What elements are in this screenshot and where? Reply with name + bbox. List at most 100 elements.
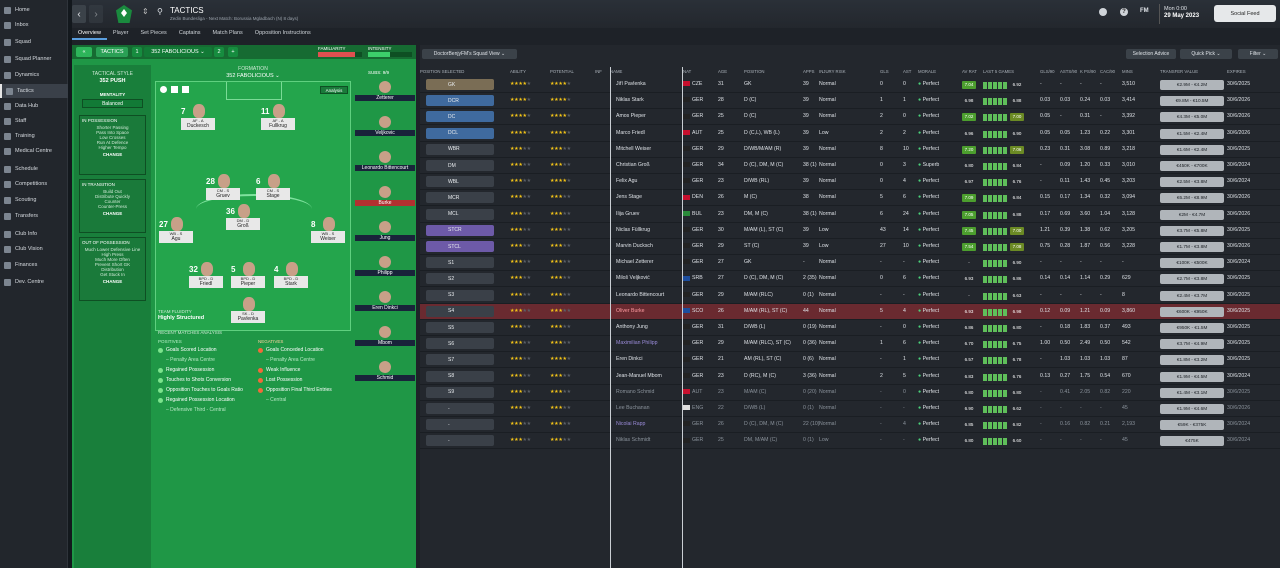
table-row[interactable]: S1 ★★★★★ ★★★★★ Michael Zetterer GER 27 GK - Norm… <box>420 255 1280 272</box>
club-crest-icon[interactable] <box>116 5 132 23</box>
player-card[interactable]: 5 BPD - D Pieper <box>231 262 265 292</box>
table-row[interactable]: - ★★★★★ ★★★★★ Niklas Schmidt GER 25 DM, M/AM (… <box>420 433 1280 450</box>
player-name[interactable]: Mitchell Weiser <box>616 145 652 152</box>
player-name[interactable]: Marvin Ducksch <box>616 243 653 249</box>
table-row[interactable]: GK ★★★★★ ★★★★★ Jiří Pavlenka CZE 31 GK 39 Normal… <box>420 77 1280 93</box>
analysis-button[interactable]: Analysis <box>320 86 348 94</box>
table-row[interactable]: MCR ★★★★★ ★★★★★ Jens Stage DEN 26 M (C) 38 Norma… <box>420 190 1280 207</box>
table-row[interactable]: DC ★★★★★ ★★★★★ Amos Pieper GER 25 D (C) 39 Norma… <box>420 109 1280 126</box>
position-select[interactable]: S3 <box>426 289 494 301</box>
table-row[interactable]: MCL ★★★★★ ★★★★★ Ilija Gruev BUL 23 DM, M (C) 38… <box>420 207 1280 223</box>
table-row[interactable]: WBR ★★★★★ ★★★★★ Mitchell Weiser GER 29 D/WB/M/… <box>420 142 1280 158</box>
column-header[interactable]: EXPIRES <box>1227 69 1246 74</box>
position-select[interactable]: WBL <box>426 176 494 188</box>
social-feed-button[interactable]: Social Feed <box>1214 5 1276 22</box>
table-row[interactable]: S6 ★★★★★ ★★★★★ Maximilian Philipp GER 29 M/AM … <box>420 336 1280 353</box>
tab-captains[interactable]: Captains <box>178 30 201 36</box>
sidebar-item-competitions[interactable]: Competitions <box>0 177 68 191</box>
sidebar-item-dev-centre[interactable]: Dev. Centre <box>0 275 68 289</box>
fm-logo[interactable]: FM <box>1140 8 1149 14</box>
back-button[interactable]: ‹ <box>72 5 86 23</box>
sub-player[interactable]: Schmid <box>355 361 415 394</box>
info-icon[interactable] <box>160 86 167 93</box>
player-name[interactable]: Eren Dinkci <box>616 356 643 363</box>
player-name[interactable]: Jiří Pavlenka <box>616 81 646 87</box>
sidebar-item-transfers[interactable]: Transfers <box>0 209 68 223</box>
player-card[interactable]: 27 WB - S Agu <box>159 217 193 247</box>
filter-button[interactable]: Filter ⌄ <box>1238 49 1278 59</box>
player-name[interactable]: Niklas Stark <box>616 97 644 104</box>
player-card[interactable]: 32 BPD - D Friedl <box>189 262 223 292</box>
sub-player[interactable]: Leonardo Bittencourt <box>355 151 415 184</box>
sub-player[interactable]: Zetterer <box>355 81 415 114</box>
sub-player[interactable]: Jung <box>355 221 415 254</box>
table-row[interactable]: S2 ★★★★★ ★★★★★ Miloš Veljković SRB 27 D (C), D… <box>420 271 1280 288</box>
quick-pick-button[interactable]: Quick Pick ⌄ <box>1180 49 1232 59</box>
slot2-button[interactable]: 2 <box>214 47 224 57</box>
player-name[interactable]: Ilija Gruev <box>616 210 640 217</box>
column-header[interactable]: GLS <box>880 69 889 74</box>
position-select[interactable]: - <box>426 435 494 447</box>
position-select[interactable]: S2 <box>426 273 494 285</box>
collapse-button[interactable]: « <box>76 47 92 57</box>
slot1-button[interactable]: 1 <box>132 47 142 57</box>
position-select[interactable]: DCL <box>426 127 494 139</box>
position-select[interactable]: DM <box>426 160 494 171</box>
player-name[interactable]: Marco Friedl <box>616 129 645 136</box>
player-name[interactable]: Leonardo Bittencourt <box>616 291 665 298</box>
sidebar-item-squad[interactable]: Squad <box>0 35 68 49</box>
column-header[interactable]: LAST 5 GAMES <box>983 69 1014 74</box>
column-header[interactable]: POTENTIAL <box>550 69 574 74</box>
column-header[interactable]: POSITION <box>744 69 765 74</box>
player-name[interactable]: Felix Agu <box>616 178 638 185</box>
tab-overview[interactable]: Overview <box>72 28 107 40</box>
table-row[interactable]: S5 ★★★★★ ★★★★★ Anthony Jung GER 31 D/WB (L) 0 (… <box>420 320 1280 336</box>
column-header[interactable]: AV RAT <box>962 69 977 74</box>
sidebar-item-club-info[interactable]: Club Info <box>0 227 68 241</box>
tab-player[interactable]: Player <box>112 30 129 36</box>
player-name[interactable]: Amos Pieper <box>616 113 646 120</box>
table-row[interactable]: S7 ★★★★★ ★★★★★ Eren Dinkci GER 21 AM (RL), ST … <box>420 352 1280 369</box>
sidebar-item-scouting[interactable]: Scouting <box>0 193 68 207</box>
in-transition-change-button[interactable]: CHANGE <box>102 211 123 216</box>
add-tactic-button[interactable]: + <box>228 47 238 57</box>
column-header[interactable]: MINS <box>1122 69 1133 74</box>
column-header[interactable]: ABILITY <box>510 69 527 74</box>
player-name[interactable]: Lee Buchanan <box>616 405 650 411</box>
position-select[interactable]: DCR <box>426 95 494 107</box>
column-header[interactable]: CAC/90 <box>1100 69 1116 74</box>
player-name[interactable]: Anthony Jung <box>616 324 648 330</box>
table-row[interactable]: DCR ★★★★★ ★★★★★ Niklas Stark GER 28 D (C) 39 Nor… <box>420 93 1280 110</box>
player-card[interactable]: 7 AF - A Duckesch <box>181 104 215 134</box>
sidebar-item-inbox[interactable]: Inbox <box>0 18 68 32</box>
sidebar-item-staff[interactable]: Staff <box>0 114 68 128</box>
view-select[interactable]: DoctorBenjyFM's Squad View ⌄ <box>422 49 517 59</box>
column-header[interactable]: AGE <box>718 69 728 74</box>
forward-button[interactable]: › <box>89 5 103 23</box>
player-card[interactable]: 28 CM - S Gruev <box>206 174 240 204</box>
sidebar-item-schedule[interactable]: Schedule <box>0 162 68 176</box>
tab-opposition-instructions[interactable]: Opposition Instructions <box>254 30 311 36</box>
position-select[interactable]: GK <box>426 79 494 90</box>
player-name[interactable]: Oliver Burke <box>616 307 645 314</box>
sub-player[interactable]: Mbom <box>355 326 415 359</box>
column-header[interactable]: INF <box>595 69 602 74</box>
formation-select[interactable]: 352 FABOLICIOUS ⌄ <box>226 73 280 79</box>
mentality-select[interactable]: Balanced <box>82 99 143 108</box>
search-icon[interactable]: ⚲ <box>157 7 163 16</box>
sub-player[interactable]: Philipp <box>355 256 415 289</box>
player-name[interactable]: Michael Zetterer <box>616 259 654 266</box>
position-select[interactable]: S6 <box>426 338 494 350</box>
player-card[interactable]: 8 WB - S Weiser <box>311 217 345 247</box>
table-row[interactable]: WBL ★★★★★ ★★★★★ Felix Agu GER 23 D/WB (RL) 39 No… <box>420 174 1280 191</box>
player-card[interactable]: 6 CM - S Stage <box>256 174 290 204</box>
tactic-select[interactable]: 352 FABOLICIOUS ⌄ <box>144 47 212 57</box>
column-header[interactable]: MORALE <box>918 69 937 74</box>
table-row[interactable]: - ★★★★★ ★★★★★ Lee Buchanan ENG 22 D/WB (L) 0 (1… <box>420 401 1280 417</box>
column-header[interactable]: TRANSFER VALUE <box>1160 69 1199 74</box>
table-row[interactable]: S3 ★★★★★ ★★★★★ Leonardo Bittencourt GER 29 M/A… <box>420 288 1280 304</box>
settings-icon[interactable] <box>1099 8 1107 16</box>
position-select[interactable]: DC <box>426 111 494 123</box>
sidebar-item-home[interactable]: Home <box>0 3 68 17</box>
